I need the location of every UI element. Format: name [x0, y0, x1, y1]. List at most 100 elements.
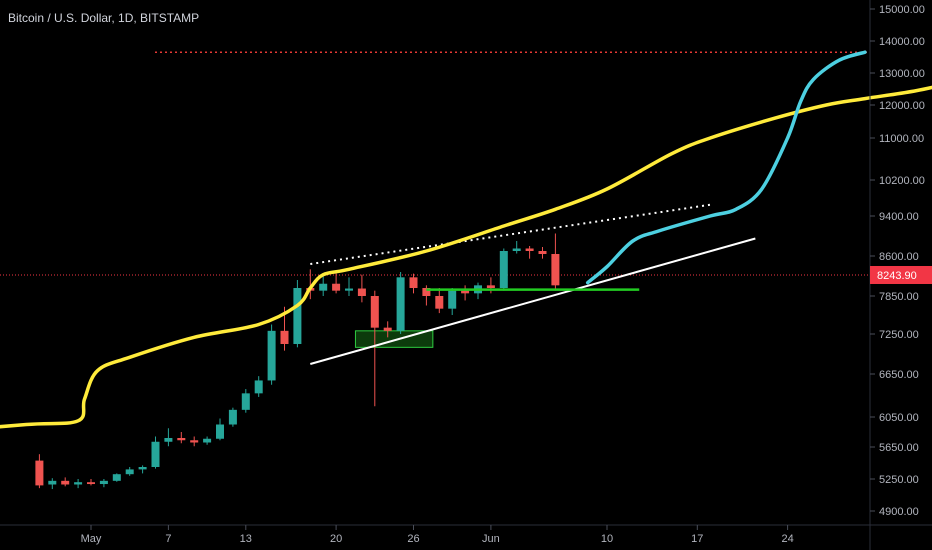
- price-tick-label: 9400.00: [879, 211, 919, 223]
- candle: [228, 407, 237, 427]
- candle-body: [254, 380, 263, 394]
- candle-body: [48, 480, 57, 485]
- lower-trendline: [310, 237, 756, 365]
- candle-body: [370, 296, 379, 328]
- candle: [138, 465, 147, 474]
- candle: [525, 246, 534, 259]
- candle-body: [35, 460, 44, 486]
- candle: [99, 479, 108, 488]
- candle: [74, 479, 83, 489]
- candle-body: [319, 283, 328, 291]
- candle: [267, 324, 276, 385]
- candle-body: [112, 474, 121, 481]
- candle-body: [409, 277, 418, 288]
- candle: [216, 418, 224, 441]
- candle: [409, 273, 418, 294]
- price-tick-label: 11000.00: [879, 133, 924, 145]
- time-tick-label: 26: [407, 533, 419, 545]
- time-tick-label: 7: [165, 533, 171, 545]
- time-tick-label: 24: [781, 533, 793, 545]
- candle-body: [293, 288, 302, 344]
- candle: [293, 280, 302, 348]
- time-tick-label: 10: [601, 533, 613, 545]
- cyan-projection-curve: [585, 50, 867, 285]
- candle: [151, 436, 160, 469]
- candle-body: [241, 393, 250, 410]
- price-axis[interactable]: 15000.00 14000.00 13000.00 12000.00 11000.00…: [870, 4, 932, 518]
- price-tick-label: 15000.00: [879, 4, 925, 16]
- candle: [538, 247, 547, 259]
- candle-body: [525, 248, 534, 251]
- candle: [357, 274, 366, 303]
- candle: [332, 272, 341, 294]
- candle-body: [396, 277, 405, 331]
- candle-body: [357, 288, 366, 296]
- candle: [35, 454, 44, 489]
- candle-body: [99, 480, 108, 485]
- price-tick-label: 5250.00: [879, 474, 919, 486]
- price-tick-label: 10200.00: [879, 175, 925, 187]
- last-price-tag-text: 8243.90: [877, 270, 917, 282]
- candle: [241, 389, 250, 413]
- time-axis[interactable]: May 7 13 20 26 Jun 10 17 24: [81, 525, 794, 545]
- candle-body: [61, 480, 70, 485]
- candle-body: [422, 288, 431, 296]
- candle: [461, 285, 470, 301]
- candle-body: [74, 482, 83, 485]
- candle-body: [190, 440, 199, 443]
- candle: [177, 432, 186, 444]
- candle: [512, 241, 521, 254]
- candle: [87, 479, 95, 486]
- price-tick-label: 7850.00: [879, 291, 919, 303]
- time-tick-label: 13: [240, 533, 252, 545]
- candle-body: [332, 283, 341, 291]
- candle-body: [177, 438, 186, 441]
- candle-body: [125, 469, 134, 475]
- candle-body: [203, 438, 212, 443]
- indicator-curves: [0, 50, 932, 429]
- candle-body: [87, 482, 95, 485]
- candle: [319, 274, 328, 296]
- candle: [551, 233, 560, 291]
- candle-body: [345, 288, 353, 291]
- candle-body: [538, 251, 547, 254]
- candle: [448, 288, 457, 315]
- candle-body: [164, 438, 173, 442]
- candle-body: [461, 290, 470, 294]
- candle-body: [151, 441, 160, 467]
- candle-body: [435, 296, 444, 309]
- candle-body: [383, 327, 392, 331]
- price-tick-label: 7250.00: [879, 329, 919, 341]
- candle: [61, 477, 70, 487]
- candle: [112, 473, 121, 482]
- candle-body: [280, 330, 289, 344]
- candle: [370, 290, 379, 407]
- candle-body: [216, 424, 224, 439]
- candle: [396, 272, 405, 334]
- candle-body: [448, 290, 457, 309]
- upper-trendline-dotted: [310, 203, 711, 265]
- candle: [164, 428, 173, 447]
- candle: [203, 436, 212, 445]
- time-tick-label: May: [81, 533, 102, 545]
- price-tick-label: 6650.00: [879, 369, 919, 381]
- candle: [383, 321, 392, 338]
- candle: [254, 376, 263, 397]
- candle: [190, 436, 199, 447]
- candle: [48, 478, 57, 490]
- candle-body: [138, 467, 147, 470]
- price-tick-label: 6050.00: [879, 412, 919, 424]
- candle: [435, 288, 444, 314]
- yellow-band-curve: [0, 85, 932, 429]
- price-tick-label: 12000.00: [879, 100, 925, 112]
- candle-body: [499, 251, 508, 288]
- last-price-tag-bg: [870, 265, 932, 284]
- time-tick-label: 17: [691, 533, 703, 545]
- time-tick-label: 20: [330, 533, 342, 545]
- candle-body: [551, 254, 560, 286]
- candle: [499, 248, 508, 291]
- candlestick-series: [35, 233, 560, 490]
- candle: [125, 467, 134, 476]
